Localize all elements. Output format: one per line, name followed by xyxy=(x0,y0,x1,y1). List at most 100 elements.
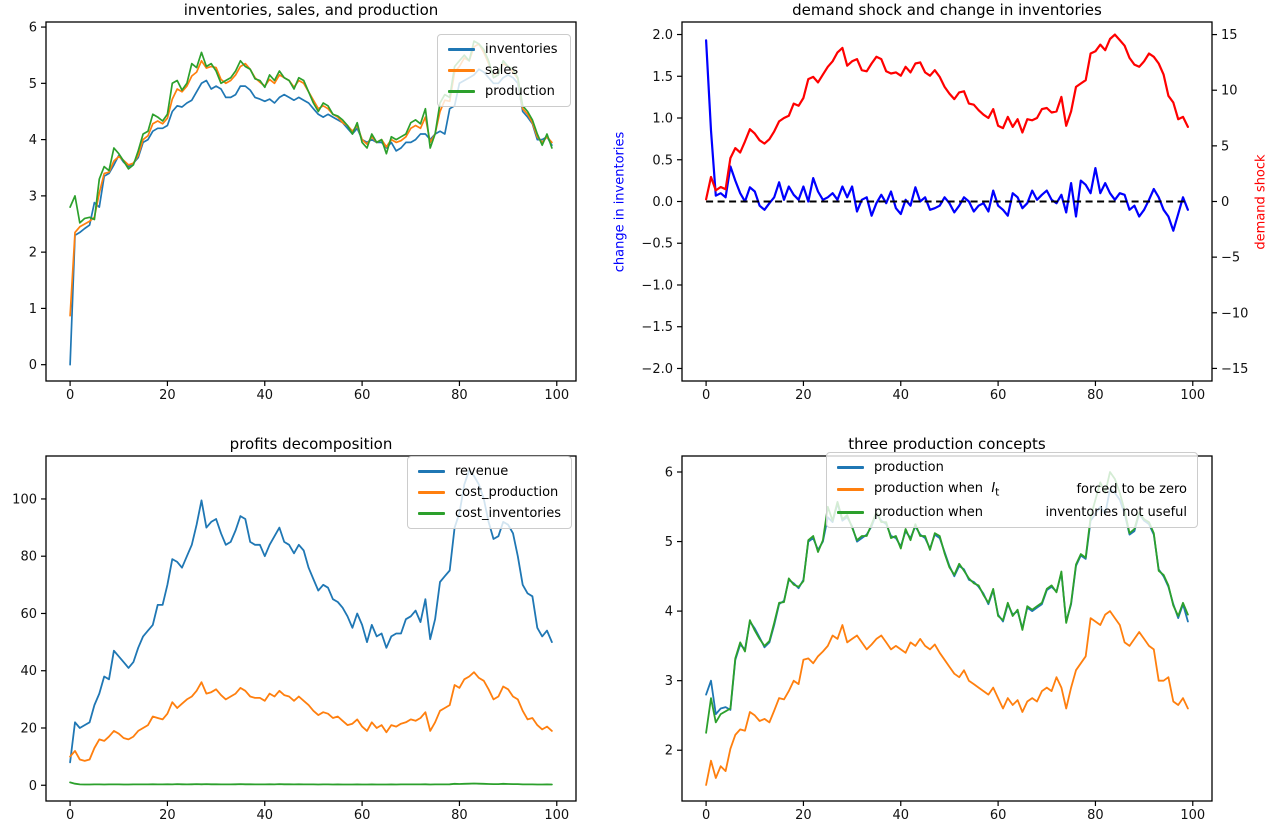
y-tick-label: 5 xyxy=(29,77,37,92)
legend-item: production when inventories not useful xyxy=(837,505,1187,520)
x-tick-label: 60 xyxy=(990,388,1007,403)
legend-item: inventories xyxy=(448,42,560,57)
x-tick-label: 20 xyxy=(795,388,812,403)
legend-inventories-sales-production: inventories sales production xyxy=(437,34,571,107)
legend-item: revenue xyxy=(418,464,561,479)
x-tick-label: 0 xyxy=(702,808,710,823)
y-right-tick-label: 15 xyxy=(1221,28,1238,43)
axes-spines xyxy=(45,455,577,802)
legend-line-marker xyxy=(448,90,475,93)
x-tick-label: 100 xyxy=(1180,808,1205,823)
legend-line-marker xyxy=(448,69,475,72)
y-tick-label: 0.0 xyxy=(652,195,673,210)
legend-item: cost_inventories xyxy=(418,506,561,521)
legend-line-marker xyxy=(837,510,864,514)
y-right-tick-label: 5 xyxy=(1221,139,1229,154)
series-line-change-in-inventories xyxy=(704,39,1190,232)
y-tick-label: 6 xyxy=(29,21,37,36)
y-right-tick-label: 0 xyxy=(1221,195,1229,210)
legend-item-label: production xyxy=(874,460,944,475)
y-tick-label: 2 xyxy=(665,744,673,759)
axes-spines xyxy=(45,21,577,382)
legend-item: production xyxy=(837,460,1187,475)
legend-item-label: production when It xyxy=(874,481,1000,499)
math-italic-var: I xyxy=(991,481,996,496)
series-line-cost-inventories xyxy=(69,781,553,786)
x-tick-label: 60 xyxy=(354,388,371,403)
y-tick-label: 2 xyxy=(29,246,37,261)
x-tick-label: 40 xyxy=(892,808,909,823)
x-tick-label: 40 xyxy=(892,388,909,403)
y-tick-label: 1 xyxy=(29,302,37,317)
x-tick-label: 100 xyxy=(544,388,569,403)
y-right-tick-label: −5 xyxy=(1221,251,1240,266)
x-tick-label: 20 xyxy=(159,808,176,823)
x-tick-label: 60 xyxy=(990,808,1007,823)
y-tick-label: 1.0 xyxy=(652,112,673,127)
chart-demand-shock-and-change-in-inventories: 0 20 40 60 80 100−2.0−1.5−1.0−0.50.00.51.01.5… xyxy=(641,21,1248,403)
y-tick-label: 40 xyxy=(20,664,37,679)
y-tick-label: 1.5 xyxy=(652,70,673,85)
y-right-tick-label: −10 xyxy=(1221,306,1248,321)
y-tick-label: 80 xyxy=(20,550,37,565)
y-tick-label: 3 xyxy=(29,189,37,204)
x-tick-label: 40 xyxy=(256,388,273,403)
legend-item-label: cost_production xyxy=(455,485,559,500)
y-tick-label: 2.0 xyxy=(652,28,673,43)
legend-item-label: inventories xyxy=(485,42,558,57)
legend-item-label: production xyxy=(485,84,555,99)
y-tick-label: 3 xyxy=(665,674,673,689)
y-tick-label: 4 xyxy=(29,133,37,148)
legend-item: production when It forced to be zero xyxy=(837,481,1187,499)
x-tick-label: 0 xyxy=(66,808,74,823)
chart-inventories-sales-production: 0 20 40 60 80 100 0 1 2 3 4 5 6 xyxy=(29,21,577,403)
chart-title-profits-decomposition: profits decomposition xyxy=(229,435,393,453)
legend-item: sales xyxy=(448,63,560,78)
legend-three-production-concepts: production production when It forced to be… xyxy=(826,452,1198,528)
y-tick-label: 0.5 xyxy=(652,153,673,168)
y-tick-label: −1.5 xyxy=(641,320,673,335)
y-tick-label: 0 xyxy=(29,779,37,794)
legend-line-marker xyxy=(837,488,864,492)
legend-line-marker xyxy=(418,491,445,494)
legend-profits-decomposition: revenue cost_production cost_inventories xyxy=(407,456,572,529)
chart-title-three-production-concepts: three production concepts xyxy=(848,435,1046,453)
y-tick-label: 20 xyxy=(20,721,37,736)
x-tick-label: 100 xyxy=(544,808,569,823)
x-tick-label: 0 xyxy=(66,388,74,403)
y-tick-label: 100 xyxy=(12,492,37,507)
x-tick-label: 80 xyxy=(451,388,468,403)
x-tick-label: 40 xyxy=(256,808,273,823)
chart-title-demand-shock-change-inventories: demand shock and change in inventories xyxy=(792,1,1102,19)
x-tick-label: 60 xyxy=(354,808,371,823)
series-line-inventories xyxy=(69,68,553,366)
legend-item: production xyxy=(448,84,560,99)
x-tick-label: 20 xyxy=(795,808,812,823)
legend-item-label2: inventories not useful xyxy=(1045,504,1187,520)
y-tick-label: 60 xyxy=(20,607,37,622)
y-right-tick-label: −15 xyxy=(1221,362,1248,377)
x-tick-label: 100 xyxy=(1180,388,1205,403)
y-tick-label: −1.0 xyxy=(641,278,673,293)
math-subscript: t xyxy=(995,485,1000,499)
y-tick-label: −2.0 xyxy=(641,362,673,377)
series-line-demand-shock xyxy=(704,33,1190,201)
y-right-tick-label: 10 xyxy=(1221,84,1238,99)
x-tick-label: 80 xyxy=(451,808,468,823)
chart-three-production-concepts: 0 20 40 60 80 100 2 3 4 5 6 xyxy=(665,455,1213,823)
y-tick-label: 5 xyxy=(665,535,673,550)
legend-item-label: cost_inventories xyxy=(455,506,562,521)
x-tick-label: 80 xyxy=(1087,388,1104,403)
x-tick-label: 20 xyxy=(159,388,176,403)
y-axis-label-demand-shock: demand shock xyxy=(1253,153,1269,250)
legend-item: cost_production xyxy=(418,485,561,500)
y-tick-label: 4 xyxy=(665,605,673,620)
legend-item-label: revenue xyxy=(455,464,509,479)
legend-line-marker xyxy=(418,470,445,473)
legend-line-marker xyxy=(418,512,445,515)
y-tick-label: 0 xyxy=(29,358,37,373)
y-tick-label: 6 xyxy=(665,465,673,480)
series-line-production-when-i-t-forced-to-be-zero xyxy=(705,610,1189,786)
